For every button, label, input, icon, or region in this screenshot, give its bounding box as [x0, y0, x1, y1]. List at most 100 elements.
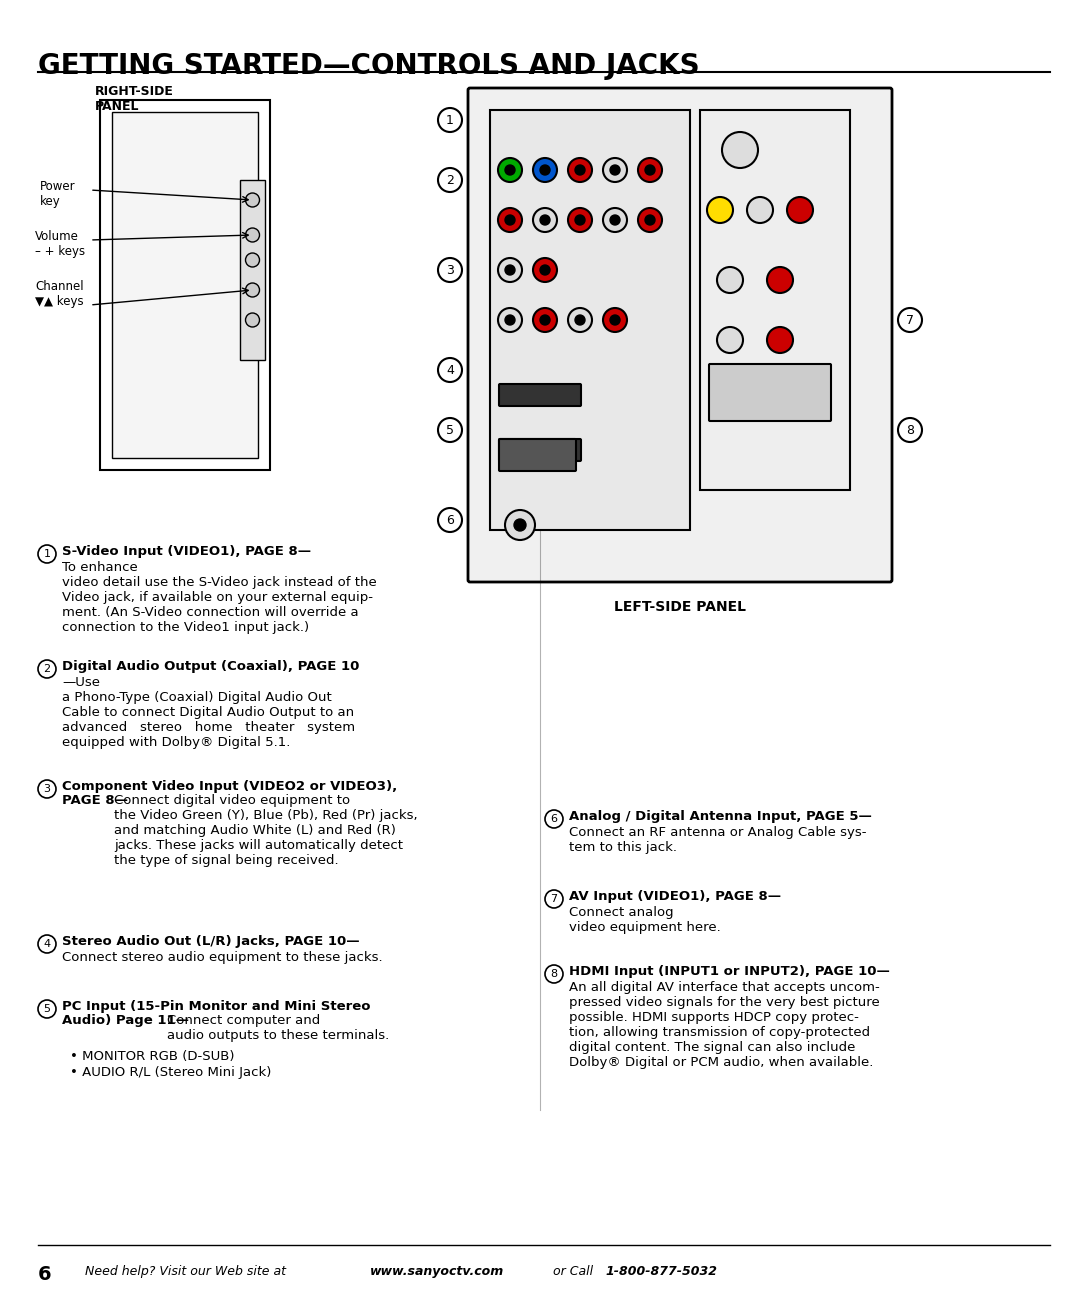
Circle shape [603, 308, 627, 332]
Circle shape [38, 935, 56, 953]
Text: Connect stereo audio equipment to these jacks.: Connect stereo audio equipment to these … [62, 950, 382, 964]
Text: PAGE 8—: PAGE 8— [62, 794, 129, 808]
Text: 8: 8 [551, 969, 557, 979]
Circle shape [575, 215, 585, 225]
Circle shape [438, 358, 462, 382]
Text: 8: 8 [906, 423, 914, 437]
Text: PC Input (15-Pin Monitor and Mini Stereo: PC Input (15-Pin Monitor and Mini Stereo [62, 1000, 370, 1013]
Circle shape [568, 208, 592, 232]
Circle shape [610, 215, 620, 225]
Text: 3: 3 [446, 264, 454, 277]
Circle shape [540, 265, 550, 275]
Circle shape [505, 165, 515, 174]
Circle shape [767, 267, 793, 292]
Circle shape [245, 283, 259, 298]
Text: Need help? Visit our Web site at: Need help? Visit our Web site at [85, 1265, 294, 1278]
Text: Volume
– + keys: Volume – + keys [35, 229, 85, 258]
Text: 7: 7 [906, 313, 914, 326]
Circle shape [245, 313, 259, 326]
Circle shape [38, 1000, 56, 1019]
Circle shape [787, 197, 813, 223]
Text: 2: 2 [43, 663, 51, 674]
Circle shape [747, 197, 773, 223]
Circle shape [505, 215, 515, 225]
Text: or Call: or Call [545, 1265, 602, 1278]
Circle shape [438, 108, 462, 132]
Text: Analog / Digital Antenna Input, PAGE 5—: Analog / Digital Antenna Input, PAGE 5— [569, 810, 872, 823]
Circle shape [568, 159, 592, 182]
FancyBboxPatch shape [499, 439, 576, 471]
Circle shape [610, 315, 620, 325]
Circle shape [540, 315, 550, 325]
Circle shape [707, 197, 733, 223]
Text: 1: 1 [43, 549, 51, 558]
Text: Connect digital video equipment to
the Video Green (Y), Blue (Pb), Red (Pr) jack: Connect digital video equipment to the V… [114, 794, 418, 867]
Circle shape [545, 965, 563, 983]
Text: 6: 6 [38, 1265, 52, 1283]
Text: HDMI Input (INPUT1 or INPUT2), PAGE 10—: HDMI Input (INPUT1 or INPUT2), PAGE 10— [569, 965, 890, 978]
Circle shape [534, 258, 557, 282]
Text: Stereo Audio Out (L/R) Jacks, PAGE 10—: Stereo Audio Out (L/R) Jacks, PAGE 10— [62, 935, 360, 948]
Text: AV Input (VIDEO1), PAGE 8—: AV Input (VIDEO1), PAGE 8— [569, 890, 781, 903]
Circle shape [568, 308, 592, 332]
Circle shape [498, 208, 522, 232]
Circle shape [498, 308, 522, 332]
Text: 2: 2 [446, 173, 454, 186]
Text: Connect an RF antenna or Analog Cable sys-
tem to this jack.: Connect an RF antenna or Analog Cable sy… [569, 826, 866, 853]
Text: Digital Audio Output (Coaxial), PAGE 10: Digital Audio Output (Coaxial), PAGE 10 [62, 659, 360, 673]
Circle shape [610, 165, 620, 174]
Bar [240, 180, 265, 361]
Circle shape [438, 507, 462, 532]
Text: www.sanyoctv.com: www.sanyoctv.com [370, 1265, 504, 1278]
Circle shape [514, 519, 526, 531]
Text: Connect analog
video equipment here.: Connect analog video equipment here. [569, 906, 720, 933]
Text: —Use
a Phono-Type (Coaxial) Digital Audio Out
Cable to connect Digital Audio Out: —Use a Phono-Type (Coaxial) Digital Audi… [62, 676, 355, 749]
Circle shape [38, 659, 56, 678]
Circle shape [603, 208, 627, 232]
Text: 3: 3 [43, 784, 51, 794]
Circle shape [38, 780, 56, 798]
Circle shape [575, 165, 585, 174]
Circle shape [505, 510, 535, 540]
Text: 6: 6 [551, 814, 557, 825]
Text: 4: 4 [43, 939, 51, 949]
Circle shape [534, 159, 557, 182]
FancyBboxPatch shape [468, 88, 892, 582]
Circle shape [245, 193, 259, 207]
Circle shape [438, 168, 462, 191]
Text: 5: 5 [43, 1004, 51, 1013]
Bar [700, 110, 850, 490]
Circle shape [897, 418, 922, 442]
Circle shape [767, 326, 793, 353]
Text: Component Video Input (VIDEO2 or VIDEO3),: Component Video Input (VIDEO2 or VIDEO3)… [62, 780, 397, 793]
FancyBboxPatch shape [499, 384, 581, 406]
Text: To enhance
video detail use the S-Video jack instead of the
Video jack, if avail: To enhance video detail use the S-Video … [62, 561, 377, 635]
Circle shape [534, 308, 557, 332]
Circle shape [498, 159, 522, 182]
Circle shape [540, 165, 550, 174]
Circle shape [245, 228, 259, 243]
Circle shape [603, 159, 627, 182]
Circle shape [505, 265, 515, 275]
Circle shape [717, 267, 743, 292]
FancyBboxPatch shape [708, 364, 831, 421]
Text: GETTING STARTED—CONTROLS AND JACKS: GETTING STARTED—CONTROLS AND JACKS [38, 52, 700, 80]
Text: 6: 6 [446, 514, 454, 527]
Text: LEFT-SIDE PANEL: LEFT-SIDE PANEL [615, 600, 746, 614]
Text: Audio) Page 11—: Audio) Page 11— [62, 1013, 189, 1027]
Bar [490, 110, 690, 530]
Text: S-Video Input (VIDEO1), PAGE 8—: S-Video Input (VIDEO1), PAGE 8— [62, 545, 311, 558]
Circle shape [638, 159, 662, 182]
Circle shape [645, 215, 654, 225]
Circle shape [545, 890, 563, 909]
Text: 7: 7 [551, 894, 557, 905]
Bar [112, 111, 258, 458]
Circle shape [505, 315, 515, 325]
Circle shape [717, 326, 743, 353]
Circle shape [438, 258, 462, 282]
Circle shape [545, 810, 563, 829]
Text: 5: 5 [446, 423, 454, 437]
Circle shape [897, 308, 922, 332]
Text: 1: 1 [446, 114, 454, 126]
Text: Power
key: Power key [40, 180, 76, 208]
